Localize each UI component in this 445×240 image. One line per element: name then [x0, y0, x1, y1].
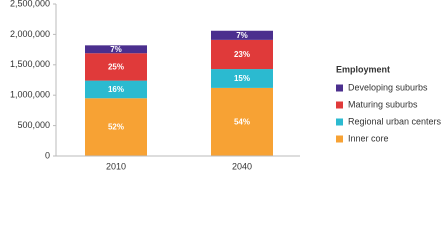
data-label: 52%: [108, 123, 124, 132]
data-label: 54%: [234, 118, 250, 127]
bar-segment: [85, 98, 147, 156]
bar-segment: [211, 69, 273, 88]
y-tick-label: 2,000,000: [10, 29, 50, 39]
bar-segment: [211, 87, 273, 156]
data-label: 23%: [234, 50, 250, 59]
data-label: 25%: [108, 63, 124, 72]
legend-label: Regional urban centers: [348, 116, 442, 126]
legend-swatch: [336, 118, 343, 126]
y-tick-label: 2,500,000: [10, 0, 50, 8]
data-label: 15%: [234, 74, 250, 83]
bar-segment: [85, 53, 147, 81]
y-tick-label: 500,000: [17, 120, 50, 130]
bar-segment: [85, 45, 147, 54]
legend-title: Employment: [336, 64, 390, 74]
legend-label: Developing suburbs: [348, 82, 428, 92]
y-tick-label: 1,000,000: [10, 90, 50, 100]
legend-swatch: [336, 101, 343, 109]
legend-swatch: [336, 135, 343, 143]
y-tick-label: 1,500,000: [10, 59, 50, 69]
x-tick-label: 2010: [106, 161, 126, 171]
y-tick-label: 0: [45, 150, 50, 160]
x-tick-label: 2040: [232, 161, 252, 171]
chart: Employment 0 500,000 1,000,000 1,500,000 2,0…: [10, 0, 442, 171]
bar-segment: [211, 30, 273, 40]
data-label: 16%: [108, 85, 124, 94]
data-label: 7%: [236, 31, 248, 40]
data-label: 7%: [110, 45, 122, 54]
legend-label: Inner core: [348, 133, 389, 143]
bar-segment: [85, 80, 147, 99]
bar-segment: [211, 39, 273, 70]
legend-label: Maturing suburbs: [348, 99, 418, 109]
legend-swatch: [336, 84, 343, 92]
